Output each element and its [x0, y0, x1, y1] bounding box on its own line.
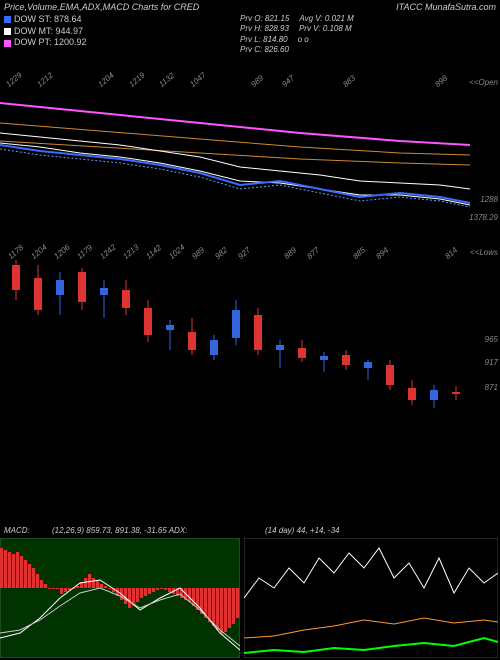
y-axis-label: 1288: [480, 195, 498, 204]
legend-swatch: [4, 28, 11, 35]
price-chart: [0, 55, 500, 215]
macd-label: MACD: (12,26,9) 859.73, 891.38, -31.65 A…: [4, 526, 187, 535]
legend-item: DOW PT: 1200.92: [4, 37, 87, 49]
chart-tag: <<Open: [469, 78, 498, 87]
legend-item: DOW MT: 944.97: [4, 26, 87, 38]
y-axis-label: 965: [485, 335, 498, 344]
legend-label: DOW ST: 878.64: [14, 14, 82, 26]
adx-panel: [244, 538, 498, 658]
legend-label: DOW PT: 1200.92: [14, 37, 87, 49]
legend-label: DOW MT: 944.97: [14, 26, 83, 38]
legend-swatch: [4, 16, 11, 23]
y-axis-label: 871: [485, 383, 498, 392]
legend-swatch: [4, 40, 11, 47]
macd-panel: [0, 538, 240, 658]
legend-item: DOW ST: 878.64: [4, 14, 87, 26]
title-left: Price,Volume,EMA,ADX,MACD Charts for CRE…: [4, 2, 199, 12]
chart-tag: <<Lows: [470, 248, 498, 257]
y-axis-label: 1378.29: [469, 213, 498, 222]
adx-label: (14 day) 44, +14, -34: [265, 526, 340, 535]
info-block: Prv O: 821.15 Avg V: 0.021 M Prv H: 828.…: [240, 14, 354, 56]
legend-block: DOW ST: 878.64 DOW MT: 944.97 DOW PT: 12…: [4, 14, 87, 49]
title-right: ITACC MunafaSutra.com: [396, 2, 496, 12]
y-axis-label: 917: [485, 358, 498, 367]
candle-chart: [0, 230, 500, 420]
